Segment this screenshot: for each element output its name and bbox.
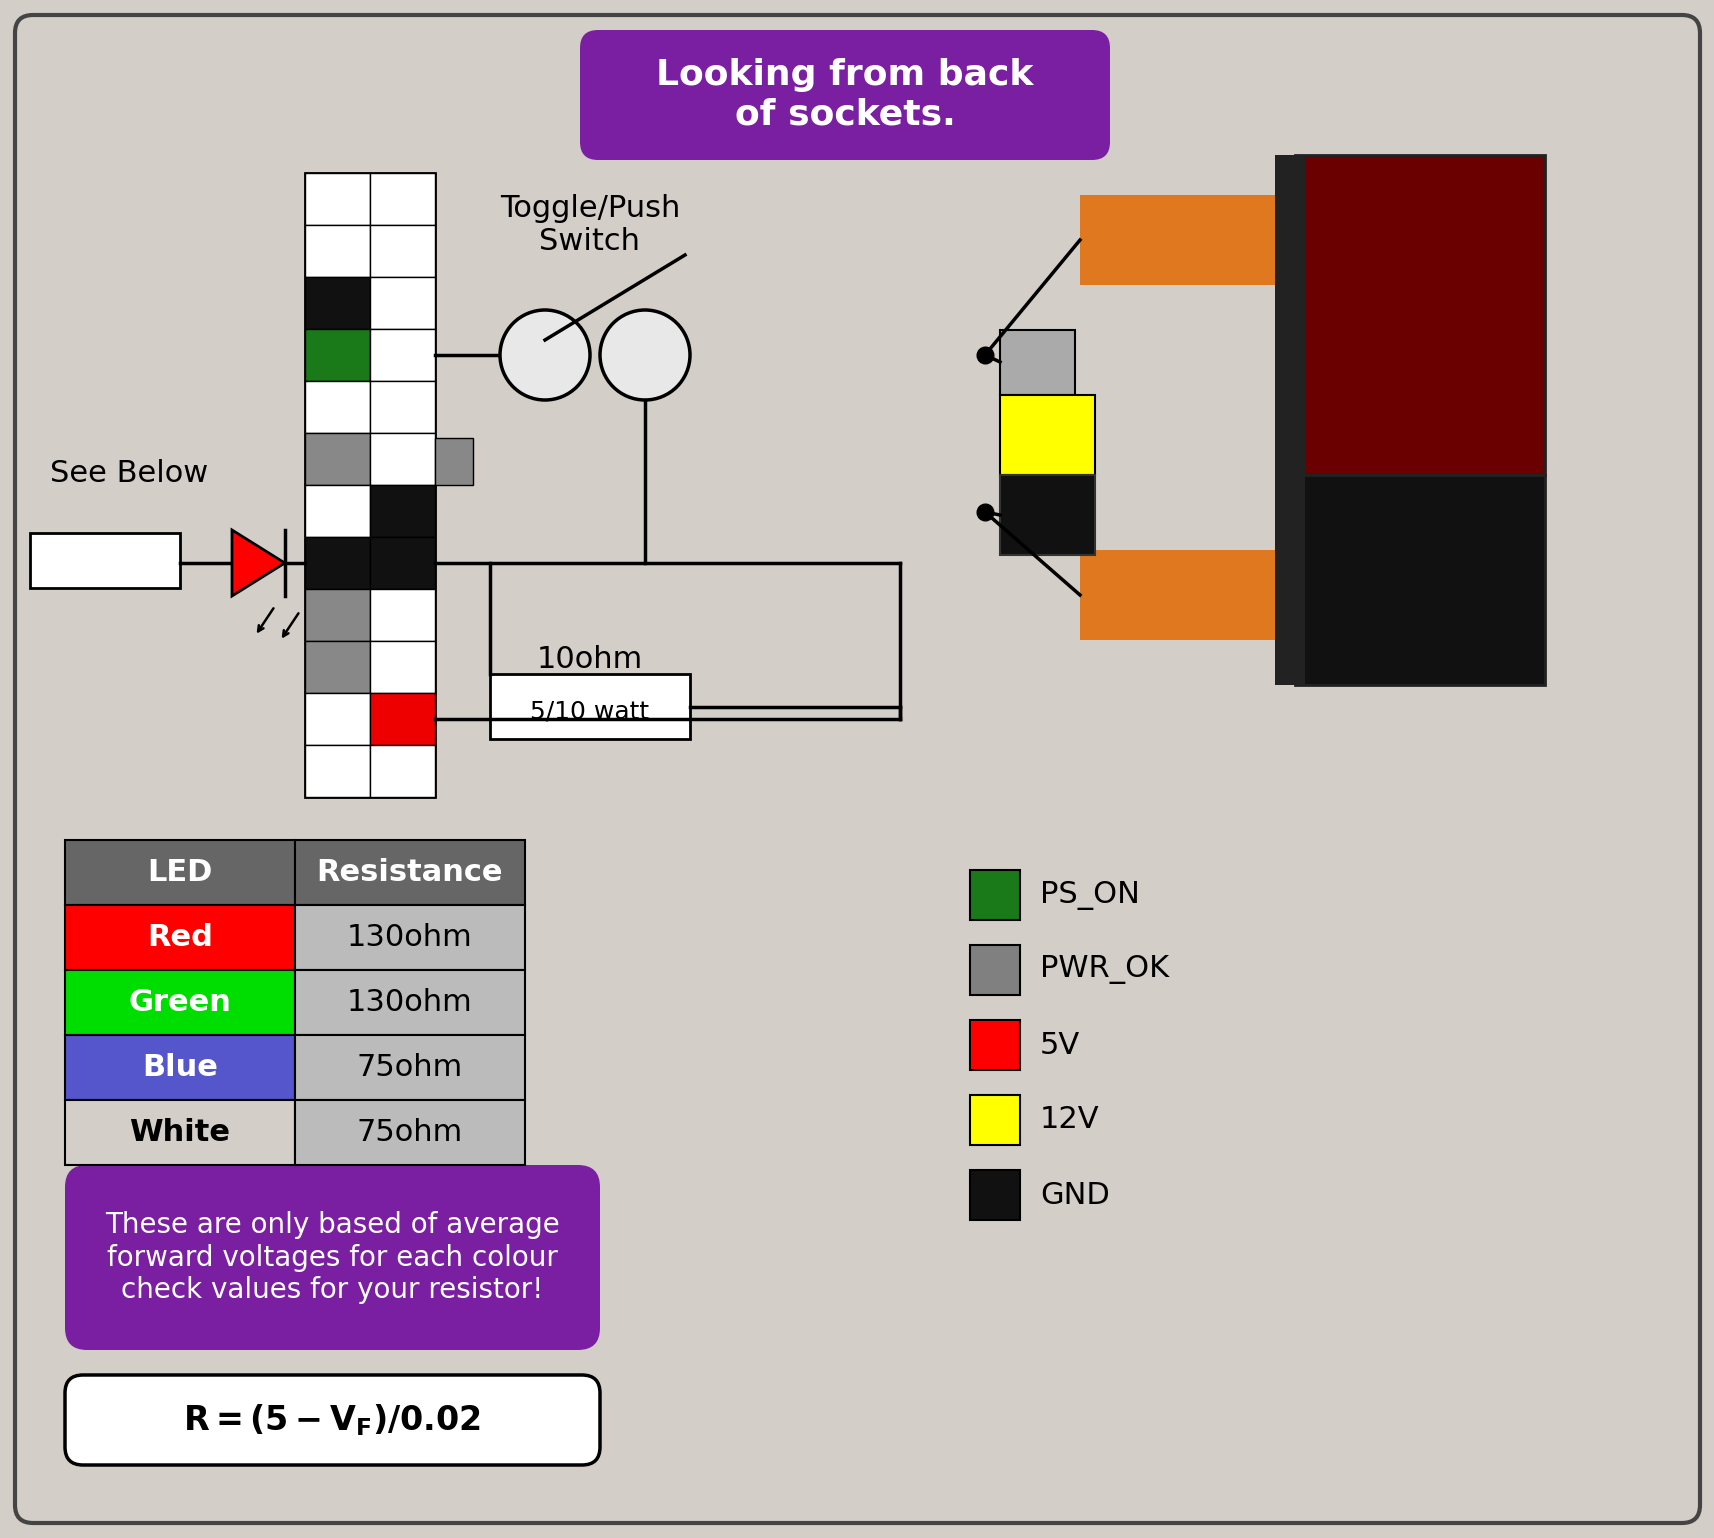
Bar — [999, 475, 1094, 555]
Bar — [305, 484, 370, 537]
Bar — [370, 484, 435, 537]
Bar — [370, 589, 435, 641]
Bar — [65, 1100, 295, 1164]
Bar — [295, 970, 524, 1035]
Text: PWR_OK: PWR_OK — [1039, 955, 1169, 984]
Bar — [1080, 551, 1309, 640]
Bar — [305, 172, 435, 797]
Text: 75ohm: 75ohm — [357, 1118, 463, 1147]
Text: Blue: Blue — [142, 1054, 218, 1083]
Bar — [370, 225, 435, 277]
Text: Looking from back
of sockets.: Looking from back of sockets. — [656, 58, 1034, 132]
Text: 5V: 5V — [1039, 1030, 1080, 1060]
FancyBboxPatch shape — [579, 31, 1109, 160]
Bar — [370, 329, 435, 381]
Bar — [435, 438, 473, 484]
Bar — [970, 871, 1020, 920]
Text: GND: GND — [1039, 1181, 1109, 1209]
Bar — [305, 537, 370, 589]
Bar — [970, 944, 1020, 995]
Text: Toggle/Push
Switch: Toggle/Push Switch — [499, 194, 680, 257]
Bar — [305, 172, 370, 225]
Bar — [370, 694, 435, 744]
Bar — [999, 395, 1094, 475]
Bar — [970, 1020, 1020, 1070]
Bar — [370, 172, 435, 225]
Bar — [295, 904, 524, 970]
Bar — [490, 674, 689, 738]
Bar — [305, 589, 370, 641]
Bar — [305, 641, 370, 694]
Bar — [1279, 460, 1299, 571]
Bar — [305, 225, 370, 277]
Text: 75ohm: 75ohm — [357, 1054, 463, 1083]
Text: LED: LED — [147, 858, 213, 887]
Bar — [1294, 155, 1544, 475]
Bar — [295, 1035, 524, 1100]
Text: 12V: 12V — [1039, 1106, 1099, 1135]
Bar — [970, 1095, 1020, 1144]
Text: Red: Red — [147, 923, 213, 952]
Bar — [1080, 195, 1309, 285]
Text: $\mathbf{R = (5 - V_F) / 0.02}$: $\mathbf{R = (5 - V_F) / 0.02}$ — [183, 1403, 482, 1438]
Bar — [65, 840, 295, 904]
Bar — [295, 1100, 524, 1164]
Text: White: White — [130, 1118, 230, 1147]
Text: 130ohm: 130ohm — [346, 987, 473, 1017]
Bar — [305, 744, 370, 797]
Text: Green: Green — [129, 987, 231, 1017]
Bar — [970, 1170, 1020, 1220]
Bar — [65, 970, 295, 1035]
FancyBboxPatch shape — [65, 1164, 600, 1350]
FancyBboxPatch shape — [15, 15, 1699, 1523]
Text: See Below: See Below — [50, 458, 207, 488]
Text: 130ohm: 130ohm — [346, 923, 473, 952]
Bar — [65, 904, 295, 970]
Bar — [1274, 155, 1304, 684]
Text: PS_ON: PS_ON — [1039, 880, 1140, 909]
Text: 10ohm: 10ohm — [536, 644, 643, 674]
Bar — [65, 1035, 295, 1100]
Bar — [999, 331, 1075, 395]
Text: Resistance: Resistance — [317, 858, 502, 887]
Bar — [29, 534, 180, 588]
Bar — [370, 744, 435, 797]
Bar — [1294, 475, 1544, 684]
Circle shape — [500, 311, 590, 400]
Text: 5/10 watt: 5/10 watt — [530, 700, 650, 723]
Bar — [305, 434, 370, 484]
Bar — [305, 277, 370, 329]
Bar — [370, 434, 435, 484]
Bar — [370, 277, 435, 329]
Bar — [305, 381, 370, 434]
Bar — [370, 381, 435, 434]
Bar — [370, 641, 435, 694]
FancyBboxPatch shape — [65, 1375, 600, 1466]
Circle shape — [600, 311, 689, 400]
Bar — [305, 329, 370, 381]
Bar — [305, 694, 370, 744]
Bar — [295, 840, 524, 904]
Text: These are only based of average
forward voltages for each colour
check values fo: These are only based of average forward … — [105, 1210, 559, 1304]
Polygon shape — [231, 531, 285, 597]
Bar — [370, 537, 435, 589]
